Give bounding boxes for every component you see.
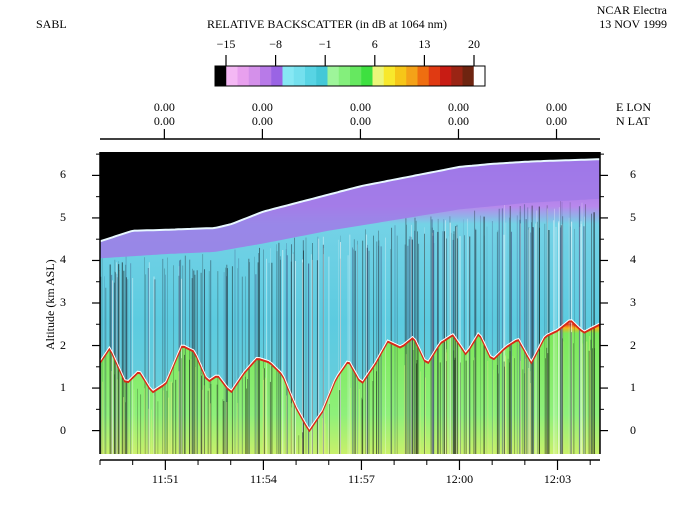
y-tick-label: 3 [60,295,66,309]
colorbar-tick-label: 13 [418,37,431,51]
colorbar-swatch [440,66,452,86]
y-tick-label-right: 0 [630,422,636,437]
lat-value: 0.00 [447,114,469,128]
boundary-layer-top-line [100,320,600,433]
lat-value: 0.00 [251,114,273,128]
geo-ticks [163,129,558,139]
colorbar-swatch [260,66,272,86]
y-tick-label: 5 [60,209,66,224]
colorbar-swatch [473,66,486,86]
x-tick-label: 11:51 [151,472,179,486]
colorbar-swatch [451,66,463,86]
colorbar-swatch [215,66,227,86]
boundary-layer-top-highlight [100,319,600,430]
lat-value: 0.00 [153,114,175,128]
x-tick-label: 12:03 [543,472,572,486]
colorbar-tick-label: 6 [371,37,378,51]
y-tick-label-right: 2 [630,337,636,352]
aircraft-altitude-line [100,158,600,243]
y-tick-label: 0 [60,422,66,437]
colorbar-tick-label: −1 [318,37,332,51]
lat-value: 0.00 [349,114,371,128]
colorbar-swatch [237,66,250,86]
colorbar-frame [214,65,486,87]
instrument-label: SABL [36,17,67,31]
colorbar-swatch [417,66,430,86]
colorbar-swatch [428,66,441,86]
colorbar-swatch [361,66,373,86]
colorbar-swatch [248,66,261,86]
y-tick-label-right: 5 [630,209,636,224]
colorbar-swatch [406,66,418,86]
colorbar-title: RELATIVE BACKSCATTER (in dB at 1064 nm) [207,17,447,31]
colorbar-ticks [225,55,475,66]
y-tick-label-right: 1 [630,380,636,395]
colorbar-swatch [395,66,407,86]
lat-value: 0.00 [546,114,568,128]
colorbar-tick-label: −15 [216,37,236,51]
upper-aerosol-layer [100,159,600,259]
lon-value: 0.00 [447,100,469,114]
date-label: 13 NOV 1999 [599,17,667,31]
x-tick-label: 12:00 [445,472,474,486]
x-tick-label: 11:54 [249,472,277,486]
colorbar-swatch [293,66,306,86]
colorbar-swatch [305,66,317,86]
y-tick-label-right: 6 [630,167,636,182]
x-ticks [99,460,591,470]
lon-value: 0.00 [349,100,371,114]
colorbar-swatch [338,66,351,86]
y-tick-label: 6 [60,167,66,182]
colorbar-swatch [383,66,396,86]
colorbar-tick-label: 20 [468,37,480,51]
colorbar-swatch [462,66,475,86]
x-tick-label: 11:57 [347,472,375,486]
y-tick-label: 1 [60,380,66,395]
y-tick-label: 2 [60,337,66,352]
colorbar-swatch [372,66,385,86]
colorbar-swatch [350,66,362,86]
lon-value: 0.00 [251,100,273,114]
colorbar-swatch [327,66,340,86]
y-tick-label-right: 3 [630,295,636,309]
backscatter-image [100,152,600,454]
vertical-streaks [100,201,595,454]
colorbar-swatch [316,66,328,86]
colorbar-swatches [215,66,486,86]
lon-value: 0.00 [153,100,175,114]
colorbar-swatch [282,66,295,86]
colorbar-tick-label: −8 [269,37,282,51]
y-tick-label: 4 [60,252,66,267]
lat-axis-label: N LAT [616,114,650,128]
platform-label: NCAR Electra [596,3,667,17]
colorbar-swatch [271,66,283,86]
lon-value: 0.00 [546,100,568,114]
y-ticks [92,153,608,432]
y-tick-label-right: 4 [630,252,636,267]
lon-axis-label: E LON [616,100,651,114]
colorbar-swatch [226,66,238,86]
